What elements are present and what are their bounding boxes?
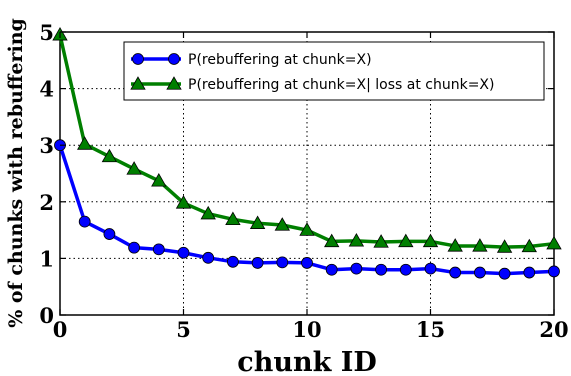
data-point bbox=[225, 211, 241, 225]
data-point bbox=[128, 241, 141, 254]
data-point bbox=[301, 257, 313, 269]
data-point bbox=[101, 148, 118, 163]
data-point bbox=[325, 263, 338, 276]
legend-label: P(rebuffering at chunk=X| loss at chunk=… bbox=[188, 77, 495, 93]
legend-marker bbox=[132, 53, 144, 65]
data-point bbox=[424, 262, 437, 275]
x-axis-ticks: 0 5 10 15 20 bbox=[53, 32, 569, 342]
data-point bbox=[324, 233, 340, 248]
data-point bbox=[473, 266, 486, 279]
x-tick-label: 0 bbox=[53, 317, 68, 342]
y-axis-ticks: 0 1 2 3 4 5 bbox=[39, 20, 554, 328]
y-tick-label: 0 bbox=[39, 303, 54, 328]
data-point bbox=[350, 262, 363, 275]
data-point bbox=[498, 267, 511, 280]
legend: P(rebuffering at chunk=X) P(rebuffering a… bbox=[123, 41, 545, 101]
y-tick-label: 2 bbox=[39, 190, 54, 215]
legend-entry: P(rebuffering at chunk=X| loss at chunk=… bbox=[130, 76, 495, 93]
data-point bbox=[77, 136, 93, 150]
data-point bbox=[348, 233, 365, 247]
data-point bbox=[151, 173, 167, 187]
data-point bbox=[152, 243, 165, 256]
legend-marker bbox=[168, 53, 180, 65]
data-point bbox=[274, 217, 290, 231]
data-point bbox=[447, 238, 463, 252]
x-tick-label: 5 bbox=[176, 317, 191, 342]
y-tick-label: 5 bbox=[39, 20, 54, 45]
data-point bbox=[226, 255, 239, 268]
data-point bbox=[78, 215, 91, 228]
data-point bbox=[177, 246, 190, 259]
y-tick-label: 4 bbox=[39, 77, 54, 102]
data-point bbox=[103, 228, 116, 240]
data-point bbox=[126, 161, 142, 175]
legend-box bbox=[123, 41, 545, 101]
data-point bbox=[472, 238, 488, 252]
data-point bbox=[422, 233, 439, 248]
data-point bbox=[399, 263, 412, 276]
data-point bbox=[521, 238, 537, 253]
series-layer bbox=[52, 27, 562, 280]
data-point bbox=[546, 235, 562, 250]
series-2 bbox=[52, 27, 562, 253]
data-point bbox=[175, 195, 192, 209]
data-point bbox=[202, 251, 215, 264]
data-point bbox=[398, 233, 414, 248]
y-tick-label: 3 bbox=[39, 133, 54, 158]
data-point bbox=[249, 215, 266, 229]
data-point bbox=[496, 239, 513, 253]
data-point bbox=[449, 266, 462, 279]
legend-marker bbox=[166, 76, 182, 90]
legend-label: P(rebuffering at chunk=X) bbox=[188, 52, 372, 68]
x-tick-label: 15 bbox=[416, 317, 445, 342]
data-point bbox=[251, 257, 264, 269]
y-axis-label: % of chunks with rebuffering bbox=[5, 18, 27, 328]
legend-entry: P(rebuffering at chunk=X) bbox=[131, 52, 372, 68]
legend-marker bbox=[130, 76, 146, 90]
data-point bbox=[548, 265, 560, 278]
series-1 bbox=[54, 139, 560, 280]
x-tick-label: 20 bbox=[539, 317, 568, 342]
data-point bbox=[375, 263, 388, 276]
data-point bbox=[299, 222, 315, 236]
x-axis-label: chunk ID bbox=[237, 347, 376, 376]
y-tick-label: 1 bbox=[39, 246, 54, 271]
data-point bbox=[373, 234, 389, 248]
data-point bbox=[276, 256, 289, 269]
data-point bbox=[200, 205, 216, 220]
x-tick-label: 10 bbox=[292, 317, 321, 342]
data-point bbox=[523, 266, 536, 279]
